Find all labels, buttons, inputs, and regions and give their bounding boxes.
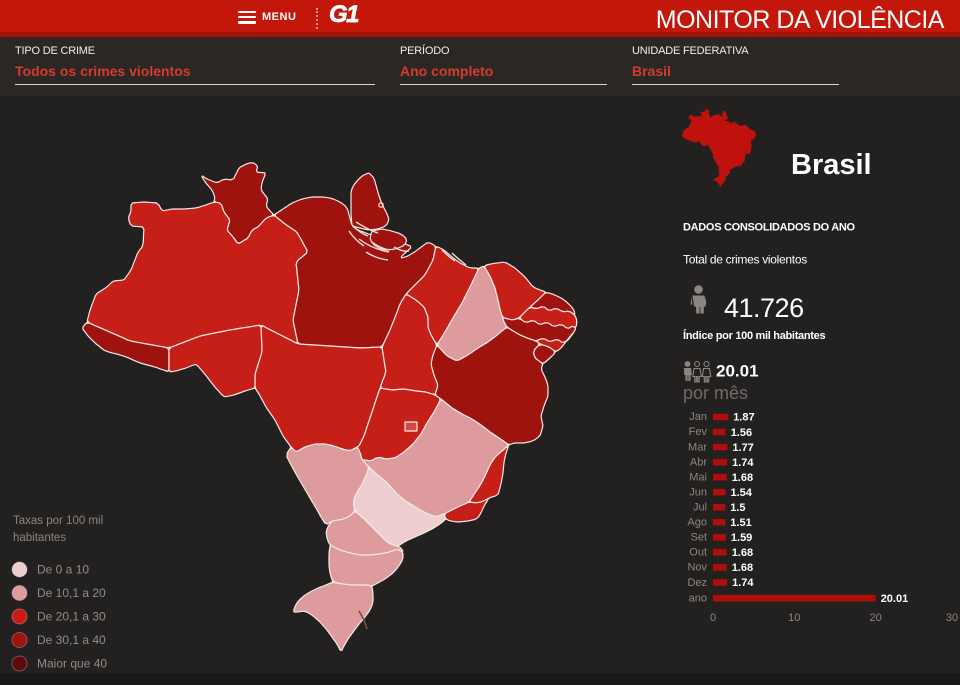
svg-text:De 10,1 a 20: De 10,1 a 20 — [37, 586, 106, 600]
svg-text:Total de crimes violentos: Total de crimes violentos — [683, 253, 807, 267]
svg-text:1.87: 1.87 — [733, 412, 754, 424]
svg-text:41.726: 41.726 — [724, 293, 804, 323]
svg-text:habitantes: habitantes — [13, 532, 66, 544]
svg-text:Mai: Mai — [689, 471, 707, 483]
svg-text:Fev: Fev — [689, 426, 708, 438]
svg-text:1.68: 1.68 — [732, 562, 753, 574]
svg-text:De 0 a 10: De 0 a 10 — [37, 563, 89, 577]
svg-text:Dez: Dez — [687, 577, 707, 589]
svg-text:1.59: 1.59 — [731, 532, 752, 544]
svg-text:1.56: 1.56 — [731, 427, 752, 439]
svg-text:1.77: 1.77 — [732, 442, 753, 454]
svg-text:1.74: 1.74 — [732, 577, 754, 589]
svg-text:Maior que 40: Maior que 40 — [37, 657, 107, 671]
svg-text:Out: Out — [689, 547, 707, 559]
svg-text:Abr: Abr — [690, 456, 707, 468]
svg-text:De 30,1 a 40: De 30,1 a 40 — [37, 633, 106, 647]
svg-text:DADOS CONSOLIDADOS DO ANO: DADOS CONSOLIDADOS DO ANO — [683, 222, 856, 234]
svg-text:Brasil: Brasil — [791, 149, 872, 181]
svg-text:Índice por 100 mil habitantes: Índice por 100 mil habitantes — [683, 329, 825, 342]
svg-text:30: 30 — [946, 612, 958, 624]
svg-text:20: 20 — [869, 612, 881, 624]
svg-text:Jun: Jun — [689, 486, 707, 498]
svg-text:por mês: por mês — [683, 383, 748, 403]
svg-text:10: 10 — [788, 612, 800, 624]
svg-text:20.01: 20.01 — [716, 362, 759, 381]
svg-text:1.68: 1.68 — [732, 547, 753, 559]
svg-text:20.01: 20.01 — [881, 593, 909, 605]
svg-text:Set: Set — [690, 532, 707, 544]
svg-text:1.51: 1.51 — [730, 517, 751, 529]
svg-text:Mar: Mar — [688, 441, 707, 453]
svg-text:1.54: 1.54 — [731, 487, 753, 499]
svg-text:1.68: 1.68 — [732, 472, 753, 484]
svg-text:1.5: 1.5 — [730, 502, 745, 514]
svg-text:Taxas por 100 mil: Taxas por 100 mil — [13, 515, 103, 527]
svg-text:Jan: Jan — [689, 411, 707, 423]
svg-text:Jul: Jul — [693, 502, 707, 514]
svg-text:Nov: Nov — [687, 562, 707, 574]
svg-text:ano: ano — [689, 592, 707, 604]
svg-text:0: 0 — [710, 612, 716, 624]
svg-text:Ago: Ago — [687, 517, 707, 529]
svg-text:De 20,1 a 30: De 20,1 a 30 — [37, 610, 106, 624]
svg-text:1.74: 1.74 — [732, 457, 754, 469]
